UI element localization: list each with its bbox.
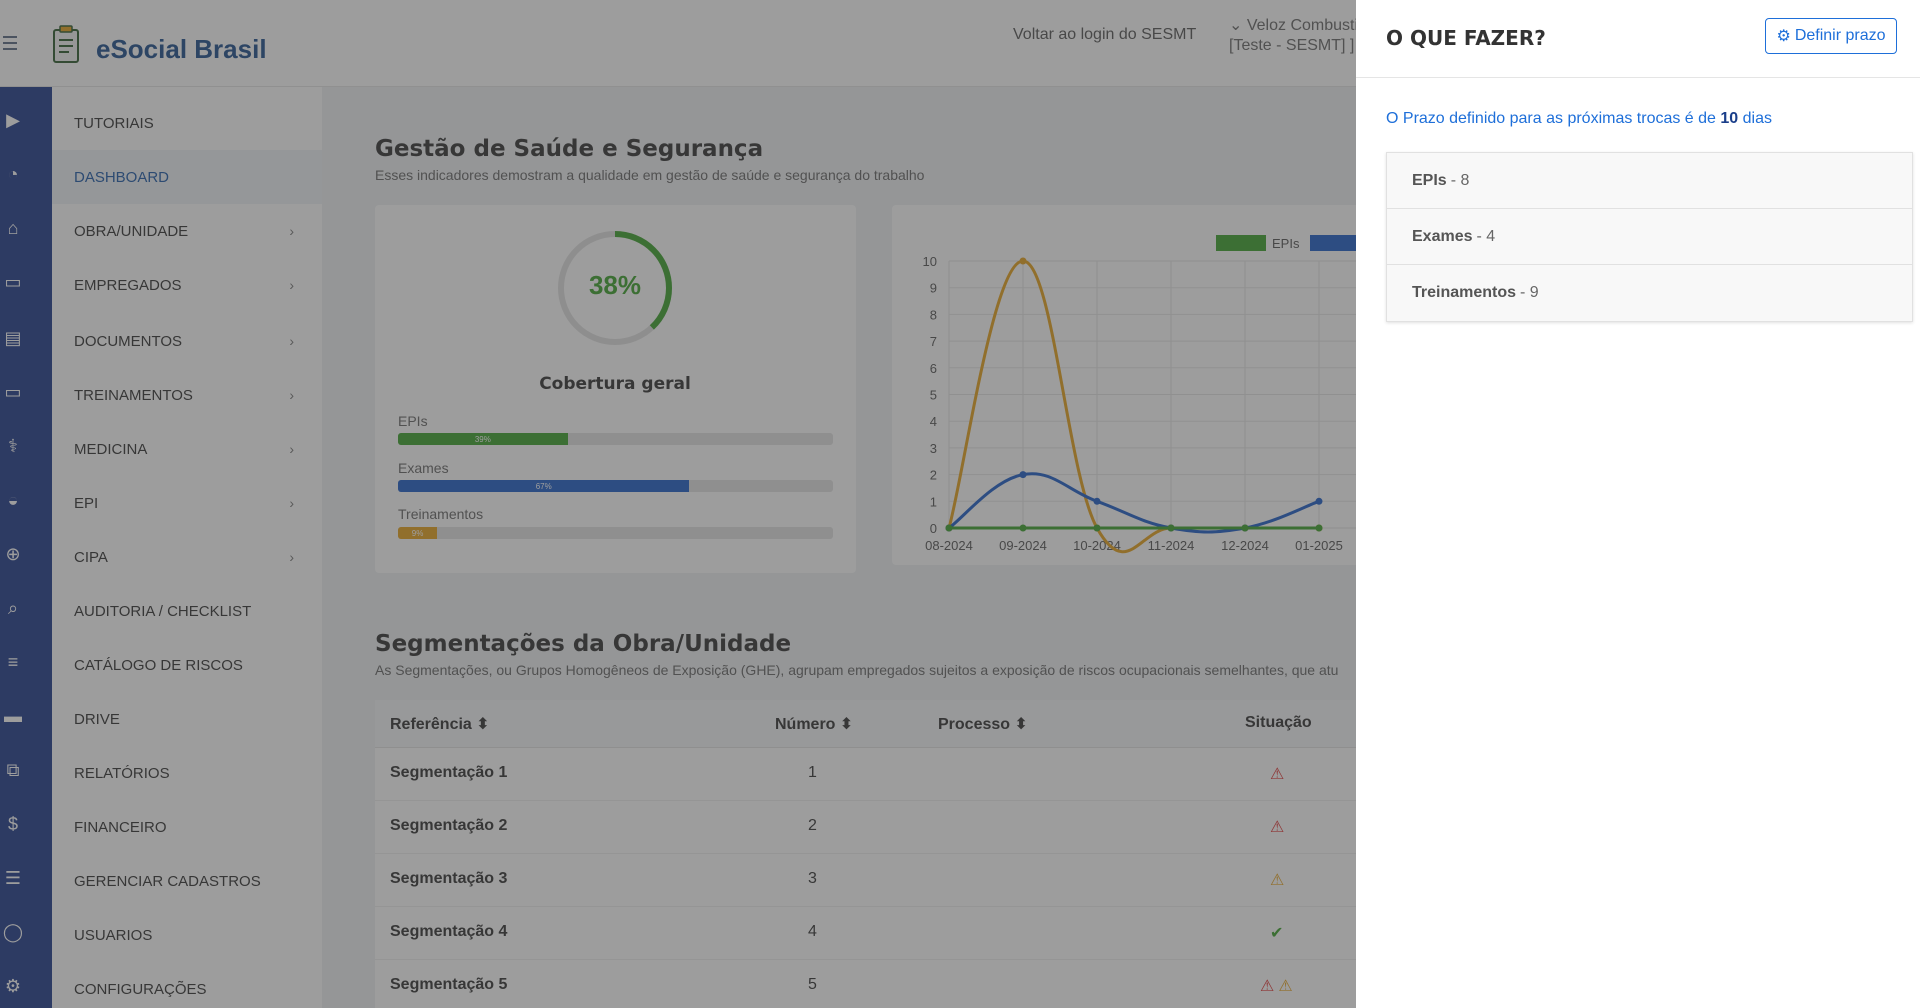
what-to-do-drawer: O QUE FAZER? ⚙ Definir prazo O Prazo def… — [1356, 0, 1920, 1008]
modal-backdrop[interactable] — [0, 0, 1356, 1008]
todo-item-epis[interactable]: EPIs - 8 — [1387, 153, 1912, 209]
todo-item-count: - 4 — [1476, 227, 1496, 245]
deadline-info: O Prazo definido para as próximas trocas… — [1386, 110, 1772, 128]
todo-item-exames[interactable]: Exames - 4 — [1387, 209, 1912, 265]
define-deadline-button[interactable]: ⚙ Definir prazo — [1765, 18, 1897, 54]
gear-icon: ⚙ — [1776, 28, 1791, 45]
todo-item-name: Treinamentos — [1412, 284, 1517, 301]
todo-item-count: - 9 — [1520, 284, 1539, 301]
define-deadline-label: Definir prazo — [1794, 27, 1886, 44]
drawer-title: O QUE FAZER? — [1386, 26, 1546, 50]
todo-item-name: Exames — [1412, 227, 1473, 245]
todo-list: EPIs - 8 Exames - 4 Treinamentos - 9 — [1386, 152, 1913, 322]
deadline-prefix: O Prazo definido para as próximas trocas… — [1386, 110, 1721, 127]
drawer-divider — [1356, 77, 1920, 78]
deadline-days: 10 — [1720, 110, 1739, 127]
deadline-suffix: dias — [1738, 110, 1772, 127]
todo-item-treinamentos[interactable]: Treinamentos - 9 — [1387, 265, 1912, 321]
todo-item-count: - 8 — [1450, 171, 1470, 189]
todo-item-name: EPIs — [1412, 171, 1447, 189]
